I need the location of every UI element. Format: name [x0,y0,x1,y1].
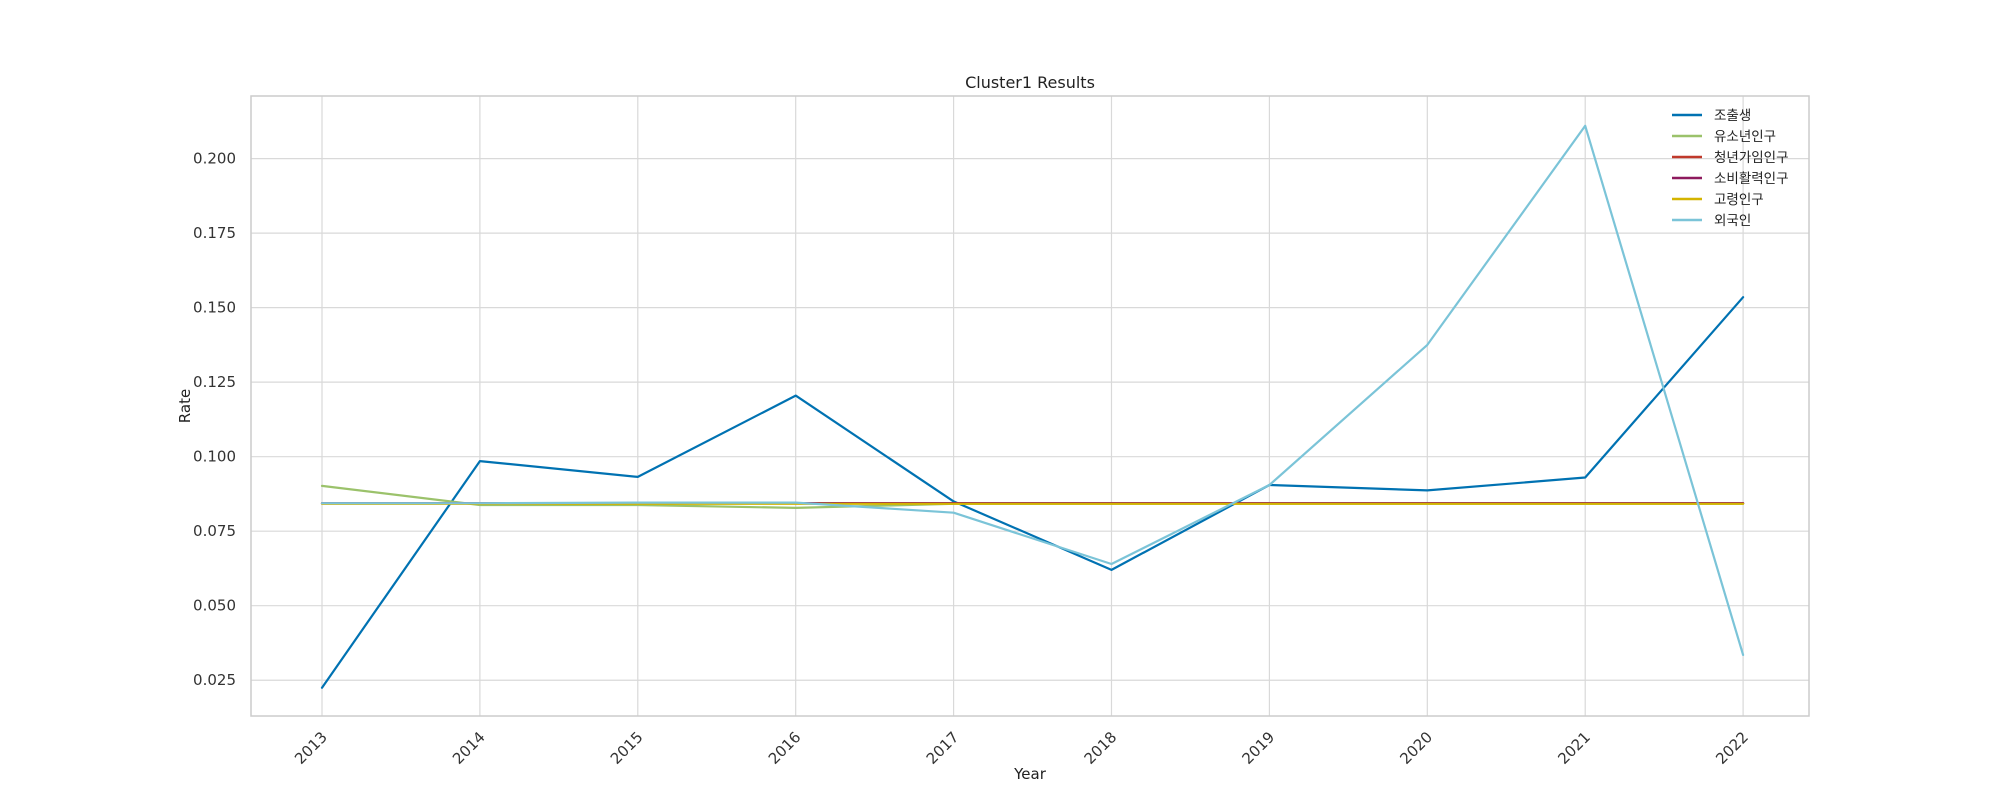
series-group [320,124,1745,689]
x-tick-label: 2022 [1712,728,1752,768]
y-tick-label: 0.100 [193,448,236,466]
y-tick-label: 0.025 [193,671,236,689]
plot-area-border [250,95,1810,717]
x-tick-label: 2018 [1081,728,1121,768]
legend-label-5: 외국인 [1714,213,1751,229]
y-axis-title: Rate [176,389,194,423]
legend-label-1: 유소년인구 [1714,129,1776,145]
x-tick-label: 2021 [1554,728,1594,768]
chart-title: Cluster1 Results [965,73,1095,92]
x-tick-label: 2020 [1396,728,1436,768]
x-tick-label: 2014 [449,728,489,768]
x-tick-label: 2016 [765,728,805,768]
y-tick-labels: 0.025 0.050 0.075 0.100 0.125 0.150 0.175 0.200 [193,150,236,690]
x-tick-label: 2013 [291,728,331,768]
y-tick-label: 0.125 [193,373,236,391]
legend-label-2: 청년가임인구 [1714,150,1789,166]
x-axis-title: Year [1013,765,1047,783]
legend-label-0: 조출생 [1714,108,1751,124]
x-tick-label: 2015 [607,728,647,768]
x-tick-labels: 2013 2014 2015 2016 2017 2018 2019 2020 2021 2022 [291,728,1752,768]
y-tick-label: 0.175 [193,224,236,242]
legend-label-4: 고령인구 [1714,192,1764,208]
legend-label-3: 소비활력인구 [1714,171,1789,187]
series-line-0 [320,296,1745,689]
grid [251,96,1809,716]
y-tick-label: 0.150 [193,299,236,317]
y-tick-label: 0.200 [193,150,236,168]
x-tick-label: 2019 [1238,728,1278,768]
x-tick-label: 2017 [923,728,963,768]
y-tick-label: 0.050 [193,597,236,615]
y-tick-label: 0.075 [193,522,236,540]
series-line-5 [320,124,1745,657]
